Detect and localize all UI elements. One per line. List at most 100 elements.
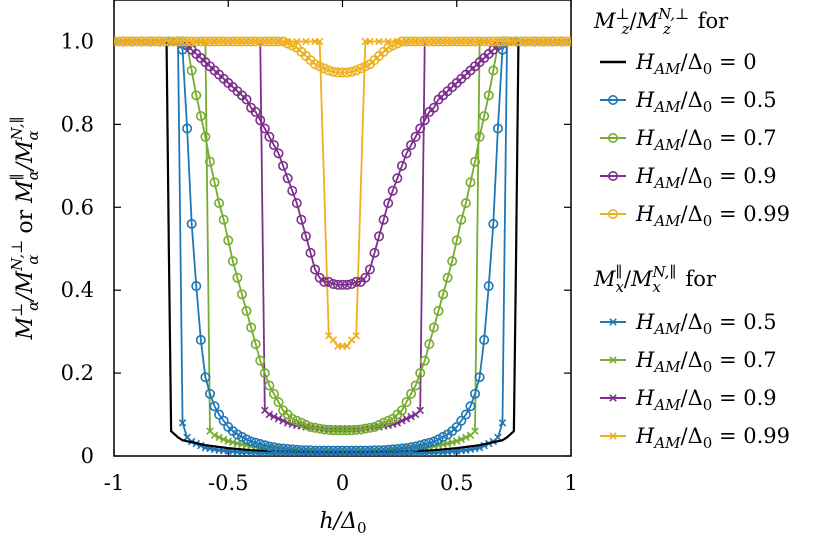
data-point [374,231,385,242]
data-point [274,414,283,423]
data-point [383,42,394,53]
data-point [219,435,228,444]
data-point [410,380,421,391]
data-point [415,368,426,379]
series-par-8 [114,37,571,350]
data-point [291,415,302,426]
y-tick-label: 0.6 [61,195,94,219]
data-point [456,214,467,225]
x-tick-label: -1 [104,471,124,495]
data-point [407,412,415,421]
legend-entry: HAM/Δ0 = 0 [600,50,757,78]
data-point [396,160,407,171]
data-point [264,441,275,452]
data-point [457,435,466,444]
data-point [223,235,234,246]
data-point [424,437,435,448]
data-point [378,214,389,225]
data-point [471,427,479,435]
data-point [366,37,374,46]
data-point [474,372,485,383]
data-point [114,36,119,47]
data-point [310,422,321,433]
data-point [319,63,330,74]
legend-marker [607,171,618,182]
data-point [195,111,206,122]
data-point [218,214,229,225]
data-point [255,115,266,126]
legend-entries: HAM/Δ0 = 0 HAM/Δ0 = 0.5 HAM/Δ0 = 0.7 HAM/Δ0… [600,50,790,452]
data-point [393,419,402,427]
data-point [314,423,325,434]
data-point [296,214,307,225]
data-point [210,431,219,440]
legend-marker [607,209,618,220]
data-point [442,272,453,283]
data-point [378,445,389,456]
legend-label: HAM/Δ0 = 0.5 [635,310,777,338]
data-point [215,433,223,442]
data-point [428,436,439,447]
data-point [406,442,417,453]
legend-marker [609,394,617,402]
data-point [415,123,426,134]
data-point [319,424,330,435]
data-point [310,59,321,70]
data-point [451,235,462,246]
data-point [419,438,430,449]
data-point [452,437,461,445]
data-point [268,140,279,151]
data-point [319,276,330,287]
series-line [114,40,571,286]
y-tick-label: 0.8 [61,112,94,136]
data-point [375,37,383,46]
data-point [428,322,439,333]
data-point [259,123,270,134]
data-point [191,281,202,292]
data-point [282,38,293,49]
data-point [302,37,310,46]
data-point [314,61,325,72]
data-point [401,443,412,454]
data-point [265,410,274,419]
data-point [264,131,275,142]
data-point [447,256,458,267]
legend-label: HAM/Δ0 = 0.7 [635,126,777,154]
data-point [378,417,389,428]
data-point [383,444,394,455]
legend-marker [609,318,617,326]
y-axis-title: M⊥α/MN,⊥α or M∥α/MN,∥α [8,116,42,340]
data-point [287,40,298,51]
data-point [410,441,421,452]
data-point [360,423,371,434]
data-point [406,388,417,399]
legend-heading-perp: M⊥ z/MN,⊥ z for [593,5,729,38]
data-point [364,264,375,275]
data-point [291,198,302,209]
data-point [204,156,215,167]
data-point [479,334,490,345]
data-point [346,425,357,436]
data-point [498,419,507,427]
legend-label: HAM/Δ0 = 0.9 [635,164,777,192]
data-point [433,305,444,316]
data-point [415,440,426,451]
data-point [273,148,284,159]
data-point [300,419,311,430]
data-point [259,368,270,379]
data-point [474,131,485,142]
y-tick-label: 1.0 [61,29,94,53]
data-point [337,67,348,78]
data-point [406,140,417,151]
data-point [227,256,238,267]
data-point [346,278,357,289]
data-point [323,276,334,287]
data-point [401,148,412,159]
data-point [396,405,407,416]
data-point [195,334,206,345]
data-point [567,37,571,46]
data-point [460,409,471,420]
legend-marker [607,133,618,144]
data-point [178,419,187,427]
data-point [343,342,351,350]
